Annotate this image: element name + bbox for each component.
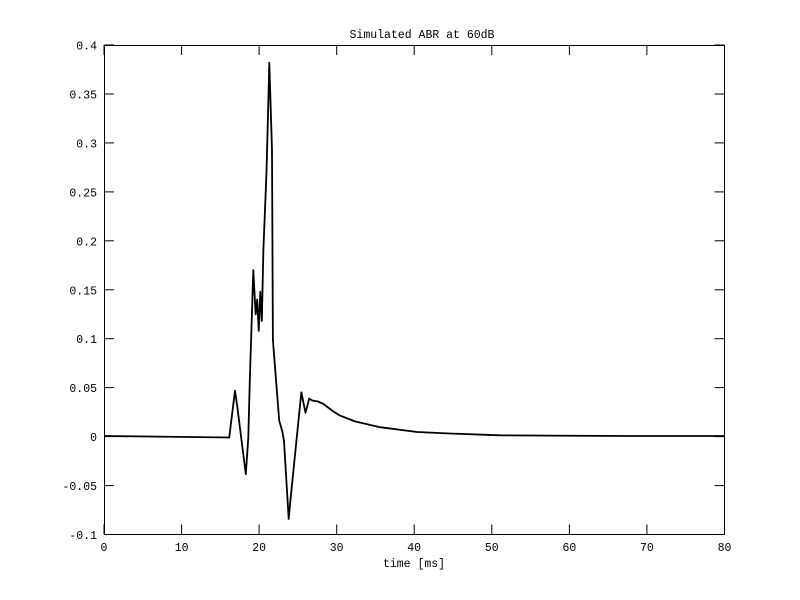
svg-text:0.1: 0.1 (76, 334, 97, 347)
svg-text:-0.05: -0.05 (62, 481, 97, 494)
svg-text:0: 0 (101, 542, 108, 555)
svg-text:80: 80 (718, 542, 732, 555)
svg-text:70: 70 (640, 542, 654, 555)
svg-text:10: 10 (175, 542, 189, 555)
svg-text:60: 60 (562, 542, 576, 555)
svg-text:40: 40 (407, 542, 421, 555)
svg-text:0.05: 0.05 (69, 383, 97, 396)
svg-text:20: 20 (252, 542, 266, 555)
svg-text:0: 0 (90, 432, 97, 445)
svg-text:-0.1: -0.1 (69, 530, 97, 543)
svg-text:0.2: 0.2 (76, 236, 97, 249)
svg-text:Simulated ABR at 60dB: Simulated ABR at 60dB (350, 29, 495, 42)
svg-text:0.4: 0.4 (76, 41, 97, 54)
svg-text:0.3: 0.3 (76, 138, 97, 151)
svg-text:30: 30 (330, 542, 344, 555)
svg-text:0.35: 0.35 (69, 90, 97, 103)
svg-text:time [ms]: time [ms] (383, 558, 445, 571)
svg-text:0.25: 0.25 (69, 187, 97, 200)
svg-text:0.15: 0.15 (69, 285, 97, 298)
svg-text:50: 50 (485, 542, 499, 555)
